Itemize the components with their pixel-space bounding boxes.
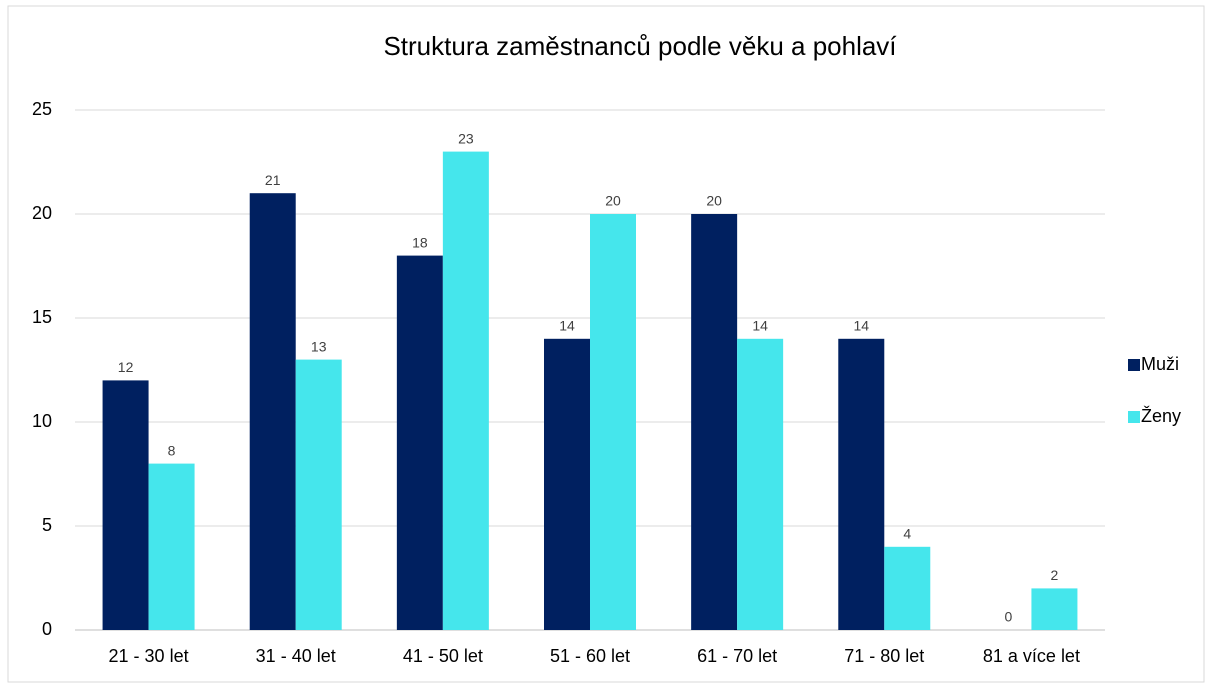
x-tick-label: 41 - 50 let xyxy=(403,646,483,666)
data-label: 12 xyxy=(118,359,134,375)
data-label: 20 xyxy=(706,193,722,209)
bar xyxy=(102,380,149,630)
chart-title: Struktura zaměstnanců podle věku a pohla… xyxy=(383,31,897,61)
bar xyxy=(1031,588,1078,630)
legend-label: Ženy xyxy=(1141,406,1181,426)
bar xyxy=(295,359,342,630)
bar xyxy=(838,338,885,630)
x-tick-label: 71 - 80 let xyxy=(844,646,924,666)
bar xyxy=(884,546,931,630)
data-label: 23 xyxy=(458,130,474,146)
bar xyxy=(737,338,784,630)
legend-swatch xyxy=(1128,359,1140,371)
legend-label: Muži xyxy=(1141,354,1179,374)
y-tick-label: 20 xyxy=(32,203,52,223)
data-label: 13 xyxy=(311,338,327,354)
bar xyxy=(691,214,738,630)
data-label: 18 xyxy=(412,234,428,250)
x-tick-label: 81 a více let xyxy=(983,646,1080,666)
bar xyxy=(249,193,296,630)
data-label: 8 xyxy=(168,442,176,458)
data-label: 20 xyxy=(605,193,621,209)
data-label: 14 xyxy=(752,318,768,334)
bar xyxy=(544,338,590,630)
y-tick-label: 10 xyxy=(32,411,52,431)
bar xyxy=(148,463,195,630)
bar xyxy=(396,255,443,630)
x-tick-label: 21 - 30 let xyxy=(109,646,189,666)
x-tick-label: 61 - 70 let xyxy=(697,646,777,666)
bar xyxy=(590,214,636,630)
data-label: 14 xyxy=(853,318,869,334)
x-tick-label: 31 - 40 let xyxy=(256,646,336,666)
bar xyxy=(442,151,489,630)
legend-swatch xyxy=(1128,411,1140,423)
y-tick-label: 25 xyxy=(32,99,52,119)
x-tick-label: 51 - 60 let xyxy=(550,646,630,666)
data-label: 0 xyxy=(1005,609,1013,625)
y-tick-label: 5 xyxy=(42,515,52,535)
y-tick-label: 15 xyxy=(32,307,52,327)
data-label: 21 xyxy=(265,172,281,188)
data-label: 14 xyxy=(559,318,575,334)
y-tick-label: 0 xyxy=(42,619,52,639)
data-label: 4 xyxy=(903,526,911,542)
data-label: 2 xyxy=(1051,567,1059,583)
